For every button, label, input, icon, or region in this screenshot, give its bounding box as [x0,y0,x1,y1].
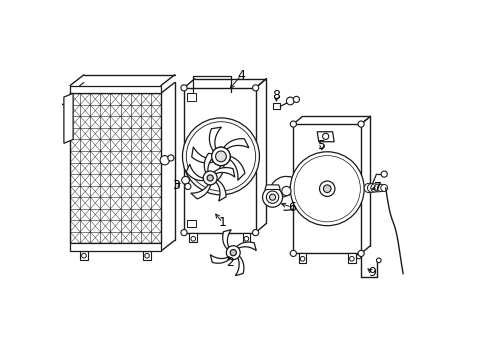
Polygon shape [187,93,196,101]
Circle shape [167,155,174,161]
Circle shape [230,249,236,256]
Polygon shape [209,127,221,151]
Circle shape [81,253,86,258]
Circle shape [182,118,259,195]
Polygon shape [186,164,203,181]
Text: 4: 4 [237,69,244,82]
Polygon shape [224,139,248,149]
Circle shape [181,230,187,236]
Bar [183,88,255,233]
Circle shape [367,184,375,192]
Circle shape [211,147,230,166]
Polygon shape [347,253,355,263]
Polygon shape [191,147,213,163]
Polygon shape [203,165,224,184]
Circle shape [269,194,275,200]
Circle shape [186,122,255,191]
Circle shape [211,147,230,166]
Polygon shape [210,255,229,263]
Circle shape [349,256,353,261]
Circle shape [290,152,364,226]
Polygon shape [272,103,280,109]
Text: 7: 7 [373,181,381,194]
Polygon shape [214,168,234,177]
Bar [293,124,360,253]
Circle shape [286,97,293,105]
Text: 8: 8 [272,89,280,102]
Circle shape [376,258,380,263]
Circle shape [380,171,386,177]
Text: 9: 9 [368,266,376,279]
Circle shape [184,183,190,189]
Circle shape [293,96,299,103]
Circle shape [190,237,195,241]
Circle shape [207,175,213,181]
Circle shape [288,186,294,193]
Polygon shape [235,256,244,276]
Circle shape [182,176,189,184]
Polygon shape [222,230,231,249]
Circle shape [252,85,258,91]
Circle shape [226,246,240,260]
Circle shape [49,95,57,103]
Circle shape [290,250,296,256]
Circle shape [357,250,364,256]
Circle shape [357,121,364,127]
Circle shape [262,187,282,207]
Polygon shape [80,251,87,260]
Circle shape [266,191,278,203]
Polygon shape [298,253,306,263]
Circle shape [356,254,360,259]
Text: 5: 5 [317,139,325,152]
Circle shape [319,181,334,197]
Bar [70,93,161,243]
Polygon shape [204,153,217,172]
Text: 2: 2 [226,256,234,269]
Bar [70,243,161,251]
Circle shape [293,156,360,222]
Circle shape [244,237,248,241]
Circle shape [290,121,296,127]
Circle shape [373,184,381,192]
Polygon shape [242,233,250,242]
Circle shape [323,185,330,193]
Circle shape [144,253,149,258]
Polygon shape [189,233,197,242]
Circle shape [322,133,328,139]
Circle shape [215,151,226,162]
Polygon shape [187,220,196,227]
Circle shape [281,186,290,195]
Polygon shape [317,132,333,142]
Polygon shape [236,242,256,251]
Polygon shape [190,185,210,199]
Circle shape [364,183,373,193]
Text: 6: 6 [287,201,295,214]
Polygon shape [64,93,73,143]
Circle shape [380,184,387,192]
Circle shape [252,230,258,236]
Text: 1: 1 [218,216,226,229]
Circle shape [160,156,169,165]
Circle shape [300,256,305,261]
Circle shape [377,184,384,192]
Polygon shape [229,156,244,180]
Polygon shape [264,185,280,189]
Circle shape [203,171,217,185]
Circle shape [370,184,378,192]
Polygon shape [143,251,151,260]
Bar [70,86,161,93]
Circle shape [218,153,224,159]
Text: 3: 3 [172,179,180,192]
Circle shape [181,85,187,91]
Polygon shape [215,180,225,201]
